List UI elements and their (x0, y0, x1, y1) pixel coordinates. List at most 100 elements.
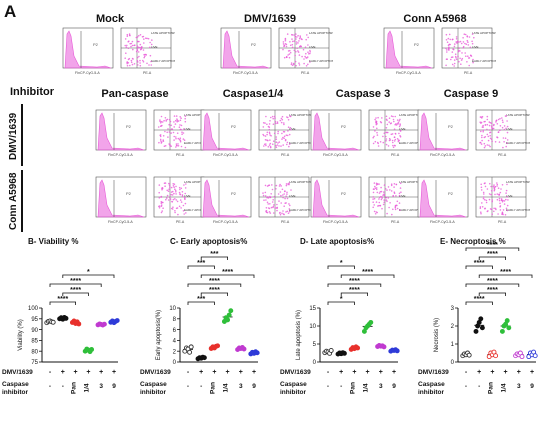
flow-event-dot (505, 127, 507, 130)
flow-event-dot (374, 130, 376, 132)
flow-event-dot (494, 141, 497, 143)
histogram-peak (202, 112, 250, 151)
flow-event-dot (288, 143, 291, 145)
flow-event-dot (175, 185, 177, 188)
flow-event-dot (504, 214, 507, 216)
inhibitor-value: - (465, 383, 467, 390)
y-tick-label: 85 (31, 339, 38, 345)
flow-event-dot (267, 197, 270, 199)
flow-event-dot (148, 64, 150, 66)
flow-event-dot (464, 52, 466, 54)
histogram-xlabel: FInCP-CyG-5-A (75, 71, 100, 75)
flow-event-dot (480, 143, 483, 145)
quadrant-label: LATE APOPTOSIS (399, 113, 423, 117)
flow-event-dot (309, 61, 311, 63)
flow-event-dot (498, 199, 501, 202)
flow-event-dot (128, 33, 131, 35)
flow-event-dot (165, 197, 168, 199)
flow-event-dot (139, 34, 142, 36)
flow-event-dot (480, 183, 482, 186)
flow-event-dot (168, 186, 171, 188)
flow-event-dot (484, 120, 486, 123)
flow-event-dot (501, 212, 504, 215)
flow-event-dot (448, 43, 451, 46)
flow-event-dot (266, 133, 268, 136)
flow-event-dot (503, 203, 506, 205)
inhibitor-value: 9 (252, 383, 256, 390)
flow-event-dot (399, 136, 402, 138)
data-point (225, 317, 231, 323)
histogram-xlabel: FInCP-CyG-5-A (108, 153, 133, 157)
flow-event-dot (385, 199, 388, 201)
flow-event-dot (446, 49, 448, 51)
flow-event-dot (493, 207, 495, 210)
inhibitor-value: 9 (530, 383, 534, 390)
flow-event-dot (489, 182, 491, 185)
flow-event-dot (264, 184, 267, 187)
flow-event-dot (183, 128, 185, 130)
flow-event-dot (278, 185, 281, 187)
flow-event-dot (130, 45, 132, 48)
flow-event-dot (135, 36, 138, 39)
flow-event-dot (157, 126, 160, 128)
flow-event-dot (160, 211, 163, 214)
flow-event-dot (140, 48, 143, 50)
flow-event-dot (175, 193, 177, 195)
flow-event-dot (454, 55, 457, 58)
flow-event-dot (130, 61, 133, 64)
quadrant-label: LIVE (399, 194, 406, 198)
flow-event-dot (393, 183, 396, 185)
flow-event-dot (498, 194, 500, 196)
flow-event-dot (268, 123, 271, 125)
inhibitor-value: 9 (392, 383, 396, 390)
flow-event-dot (471, 42, 474, 45)
quadrant-label: EARLY APOPTOSIS (289, 141, 313, 145)
inhibitor-value: - (327, 383, 329, 390)
flow-panel-pair: P2 FInCP-CyG-5-A LATE APOPTOSIS LIVE EARLY A… (417, 109, 530, 157)
histogram-peak (419, 112, 467, 151)
flow-event-dot (125, 52, 127, 54)
flow-event-dot (492, 185, 495, 188)
flow-event-dot (447, 49, 450, 51)
flow-event-dot (162, 135, 165, 137)
flow-event-dot (483, 142, 486, 145)
flow-event-dot (382, 141, 385, 144)
flow-event-dot (273, 115, 276, 118)
flow-event-dot (393, 136, 396, 138)
flow-event-dot (392, 141, 394, 144)
flow-event-dot (137, 40, 139, 43)
quadrant-label: LIVE (289, 127, 296, 131)
flow-event-dot (276, 209, 278, 212)
flow-event-dot (480, 186, 483, 189)
flow-event-dot (490, 125, 493, 127)
flow-event-dot (392, 115, 394, 118)
gate-label: P2 (231, 124, 237, 129)
flow-event-dot (174, 119, 177, 122)
flow-event-dot (164, 117, 167, 119)
significance-bracket (200, 274, 255, 278)
y-tick-label: 1 (451, 342, 455, 348)
histogram-peak (202, 179, 250, 218)
significance-label: * (340, 260, 343, 267)
gate-label: P2 (251, 42, 257, 47)
flow-event-dot (377, 205, 379, 207)
flow-event-dot (499, 202, 501, 205)
flow-event-dot (303, 58, 305, 60)
flow-event-dot (175, 115, 178, 117)
flow-event-dot (294, 60, 297, 63)
flow-event-dot (172, 198, 175, 201)
y-tick-label: 80 (31, 349, 38, 355)
flow-event-dot (491, 213, 493, 215)
data-point (215, 343, 221, 349)
gate-label: P2 (341, 191, 347, 196)
flow-event-dot (159, 135, 162, 138)
flow-event-dot (460, 63, 462, 65)
flow-event-dot (449, 38, 451, 41)
flow-event-dot (276, 144, 279, 146)
flow-event-dot (374, 213, 377, 215)
flow-event-dot (179, 124, 181, 126)
flow-event-dot (289, 115, 292, 118)
flow-event-dot (290, 128, 292, 131)
flow-event-dot (479, 206, 482, 208)
histogram-xlabel: FInCP-CyG-5-A (430, 153, 455, 157)
